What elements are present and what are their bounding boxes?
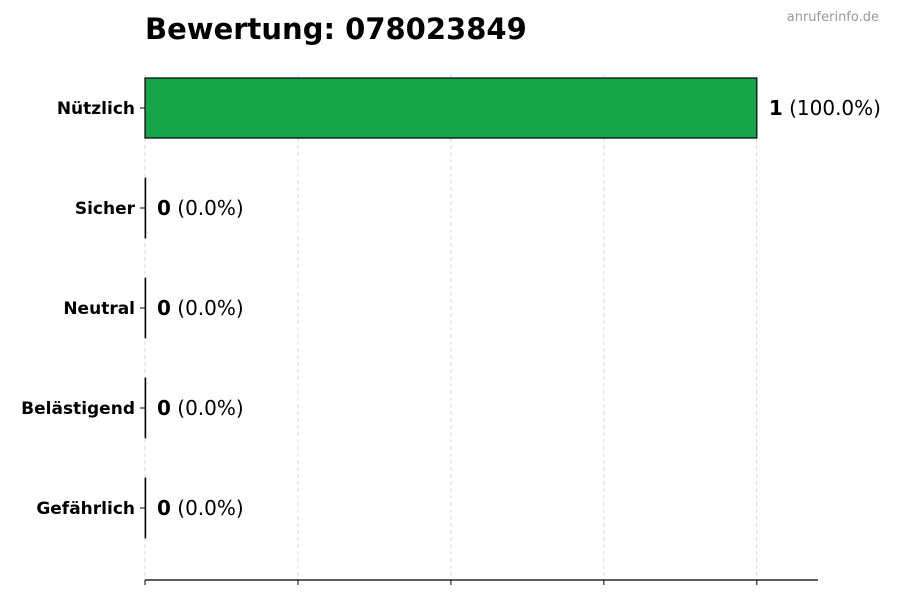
data-label-percent: (0.0%)	[171, 496, 244, 520]
watermark: anruferinfo.de	[786, 10, 879, 25]
bar-belästigend	[144, 377, 147, 439]
bar-gefährlich	[144, 477, 147, 539]
chart-title: Bewertung: 078023849	[145, 12, 527, 46]
data-label-value: 1	[769, 96, 783, 120]
data-label-value: 0	[157, 296, 171, 320]
data-label-percent: (0.0%)	[171, 396, 244, 420]
data-label-value: 0	[157, 196, 171, 220]
category-label: Belästigend	[21, 399, 135, 419]
bar-neutral	[144, 277, 147, 339]
data-label: 1 (100.0%)	[769, 96, 881, 120]
data-label: 0 (0.0%)	[157, 196, 244, 220]
data-label-percent: (0.0%)	[171, 196, 244, 220]
data-label-value: 0	[157, 496, 171, 520]
bar-nützlich	[144, 77, 758, 139]
data-label-value: 0	[157, 396, 171, 420]
category-label: Gefährlich	[36, 499, 135, 519]
bar-sicher	[144, 177, 147, 239]
data-label: 0 (0.0%)	[157, 396, 244, 420]
category-label: Neutral	[63, 299, 135, 319]
category-label: Sicher	[75, 199, 136, 219]
category-label: Nützlich	[57, 99, 135, 119]
data-label: 0 (0.0%)	[157, 296, 244, 320]
data-label-percent: (0.0%)	[171, 296, 244, 320]
data-label-percent: (100.0%)	[783, 96, 881, 120]
data-label: 0 (0.0%)	[157, 496, 244, 520]
